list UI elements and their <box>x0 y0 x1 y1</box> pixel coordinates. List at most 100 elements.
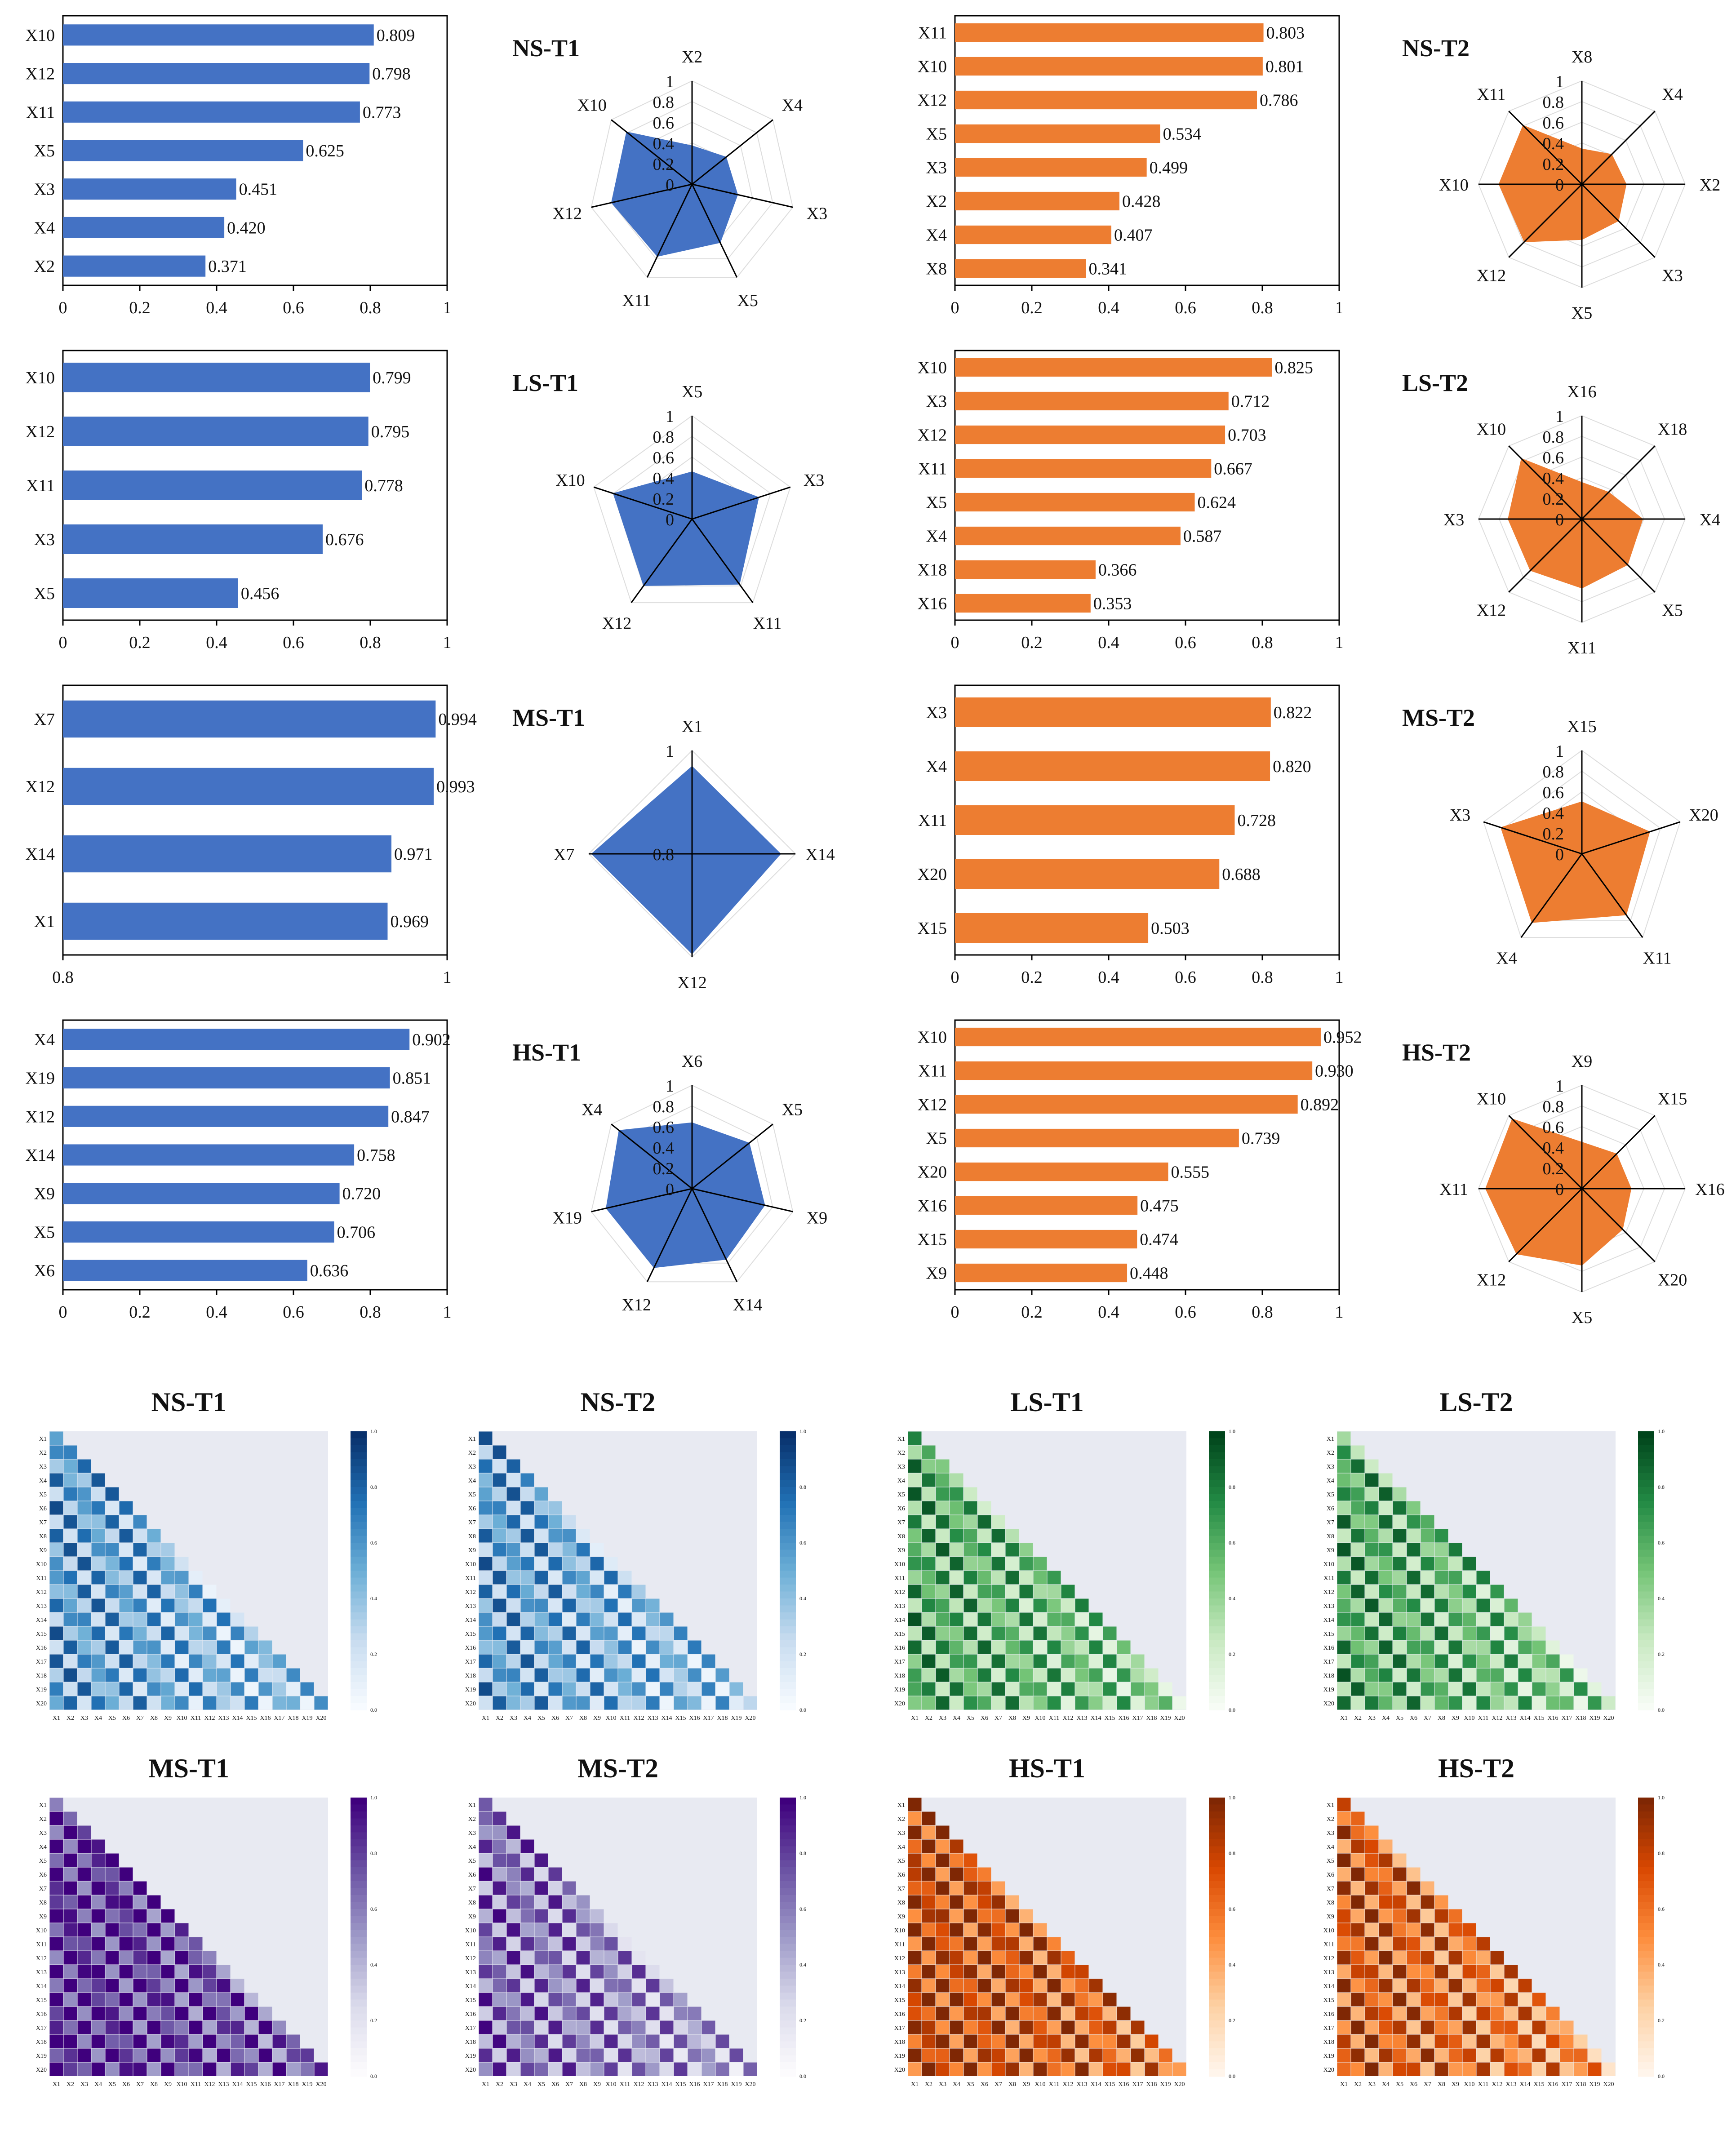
heatmap-cell <box>1351 1543 1365 1557</box>
heatmap-cell <box>520 1612 534 1626</box>
heatmap-cell <box>1351 1965 1365 1979</box>
heatmap-row-label: X4 <box>468 1844 476 1851</box>
colorbar-tick-label: 0.6 <box>370 1540 377 1546</box>
heatmap-cell <box>1476 1965 1490 1979</box>
heatmap-row-label: X11 <box>1323 1941 1334 1948</box>
heatmap-cell <box>1019 1557 1033 1571</box>
heatmap-cell <box>119 2007 133 2020</box>
heatmap-cell <box>119 1682 133 1696</box>
heatmap-cell <box>1490 1696 1504 1710</box>
heatmap-cell <box>217 1965 231 1979</box>
heatmap-cell <box>715 1668 729 1682</box>
bar-value-label: 0.739 <box>1242 1129 1280 1148</box>
heatmap-cell <box>147 1654 161 1668</box>
radar-tick-label: 0.4 <box>653 1139 675 1158</box>
colorbar-segment <box>351 1798 367 1805</box>
heatmap-cell <box>1476 2007 1490 2020</box>
heatmap-cell <box>175 1571 189 1585</box>
heatmap-cell <box>950 1640 963 1654</box>
heatmap-cell <box>576 1909 590 1923</box>
bar-value-label: 0.758 <box>357 1146 395 1165</box>
heatmap-cell <box>77 1923 91 1937</box>
radar-tick-label: 0 <box>666 511 674 529</box>
heatmap-row-label: X19 <box>894 2053 905 2060</box>
heatmap-cell <box>77 1853 91 1867</box>
heatmap-cell <box>534 1487 548 1501</box>
heatmap-cell <box>1421 1993 1434 2007</box>
x-tick-label: 0.4 <box>1098 1303 1119 1322</box>
heatmap-cell <box>1476 1696 1490 1710</box>
heatmap-cell <box>922 1696 936 1710</box>
heatmap-cell <box>493 1811 506 1825</box>
heatmap-cell <box>1560 1696 1574 1710</box>
heatmap-cell <box>688 2020 702 2034</box>
colorbar-tick-label: 0.0 <box>799 1707 806 1713</box>
heatmap-col-label: X11 <box>1049 2081 1060 2088</box>
heatmap-cell <box>1089 2020 1103 2034</box>
bar-category-label: X12 <box>26 1107 55 1126</box>
heatmap-cell <box>1379 1923 1393 1937</box>
heatmap-cell <box>119 1696 133 1710</box>
colorbar-segment <box>780 1605 796 1613</box>
colorbar-segment <box>1638 1682 1654 1690</box>
heatmap-cell <box>1005 1895 1019 1909</box>
heatmap-cell <box>534 1951 548 1965</box>
heatmap-cell <box>520 2007 534 2020</box>
heatmap-row-label: X1 <box>468 1436 476 1443</box>
colorbar-tick-label: 0.6 <box>1658 1540 1665 1546</box>
colorbar-segment <box>1209 1944 1225 1951</box>
heatmap-cell <box>590 1682 604 1696</box>
colorbar-segment <box>351 1508 367 1515</box>
heatmap-cell <box>1033 1668 1047 1682</box>
heatmap-cell <box>77 1839 91 1853</box>
heatmap-row-label: X19 <box>1323 2053 1334 2060</box>
radar-tick-label: 0.4 <box>653 469 675 488</box>
heatmap-cell <box>1532 1696 1546 1710</box>
heatmap-cell <box>105 1937 119 1951</box>
heatmap-cell <box>922 1501 936 1515</box>
heatmap-cell <box>49 1529 63 1543</box>
heatmap-cell <box>105 1965 119 1979</box>
heatmap-cell <box>77 2048 91 2062</box>
heatmap-cell <box>1448 1571 1462 1585</box>
heatmap-cell <box>1379 1473 1393 1487</box>
heatmap-cell <box>49 1853 63 1867</box>
heatmap-cell <box>1434 1612 1448 1626</box>
heatmap-cell <box>91 2062 105 2076</box>
heatmap-cell <box>963 1598 977 1612</box>
heatmap-cell <box>105 1696 119 1710</box>
heatmap-cell <box>1407 1612 1421 1626</box>
heatmap-cell <box>590 1951 604 1965</box>
bar <box>63 578 238 608</box>
colorbar-tick-label: 1.0 <box>370 1428 377 1434</box>
radar-title: LS-T1 <box>512 369 578 396</box>
colorbar-segment <box>1638 1944 1654 1951</box>
heatmap-cell <box>1434 2034 1448 2048</box>
heatmap-cell <box>1602 2062 1616 2076</box>
heatmap-cell <box>1434 1979 1448 1993</box>
heatmap-cell <box>562 1640 576 1654</box>
heatmap-cell <box>1546 1668 1560 1682</box>
heatmap-cell <box>977 1923 991 1937</box>
bar-category-label: X4 <box>34 218 55 237</box>
heatmap-col-label: X16 <box>260 1715 271 1722</box>
radar-tick-label: 0.6 <box>653 114 675 133</box>
bar-category-label: X19 <box>26 1069 55 1088</box>
heatmap-row-label: X15 <box>894 1631 905 1638</box>
heatmap-cell <box>244 1696 258 1710</box>
heatmap-cell <box>991 2062 1005 2076</box>
heatmap-cell <box>49 1585 63 1598</box>
heatmap-cell <box>922 2048 936 2062</box>
heatmap-row-label: X17 <box>1323 2025 1334 2032</box>
heatmap-cell <box>991 2048 1005 2062</box>
colorbar-segment <box>780 1626 796 1634</box>
heatmap-cell <box>520 1839 534 1853</box>
bar-category-label: X12 <box>26 65 55 84</box>
heatmap-cell <box>105 1867 119 1881</box>
bar-category-label: X3 <box>926 392 947 411</box>
heatmap-row-label: X12 <box>36 1955 47 1962</box>
heatmap-cell <box>1504 2007 1518 2020</box>
colorbar-segment <box>1638 1571 1654 1578</box>
colorbar-segment <box>780 1563 796 1571</box>
heatmap-cell <box>908 1431 922 1445</box>
